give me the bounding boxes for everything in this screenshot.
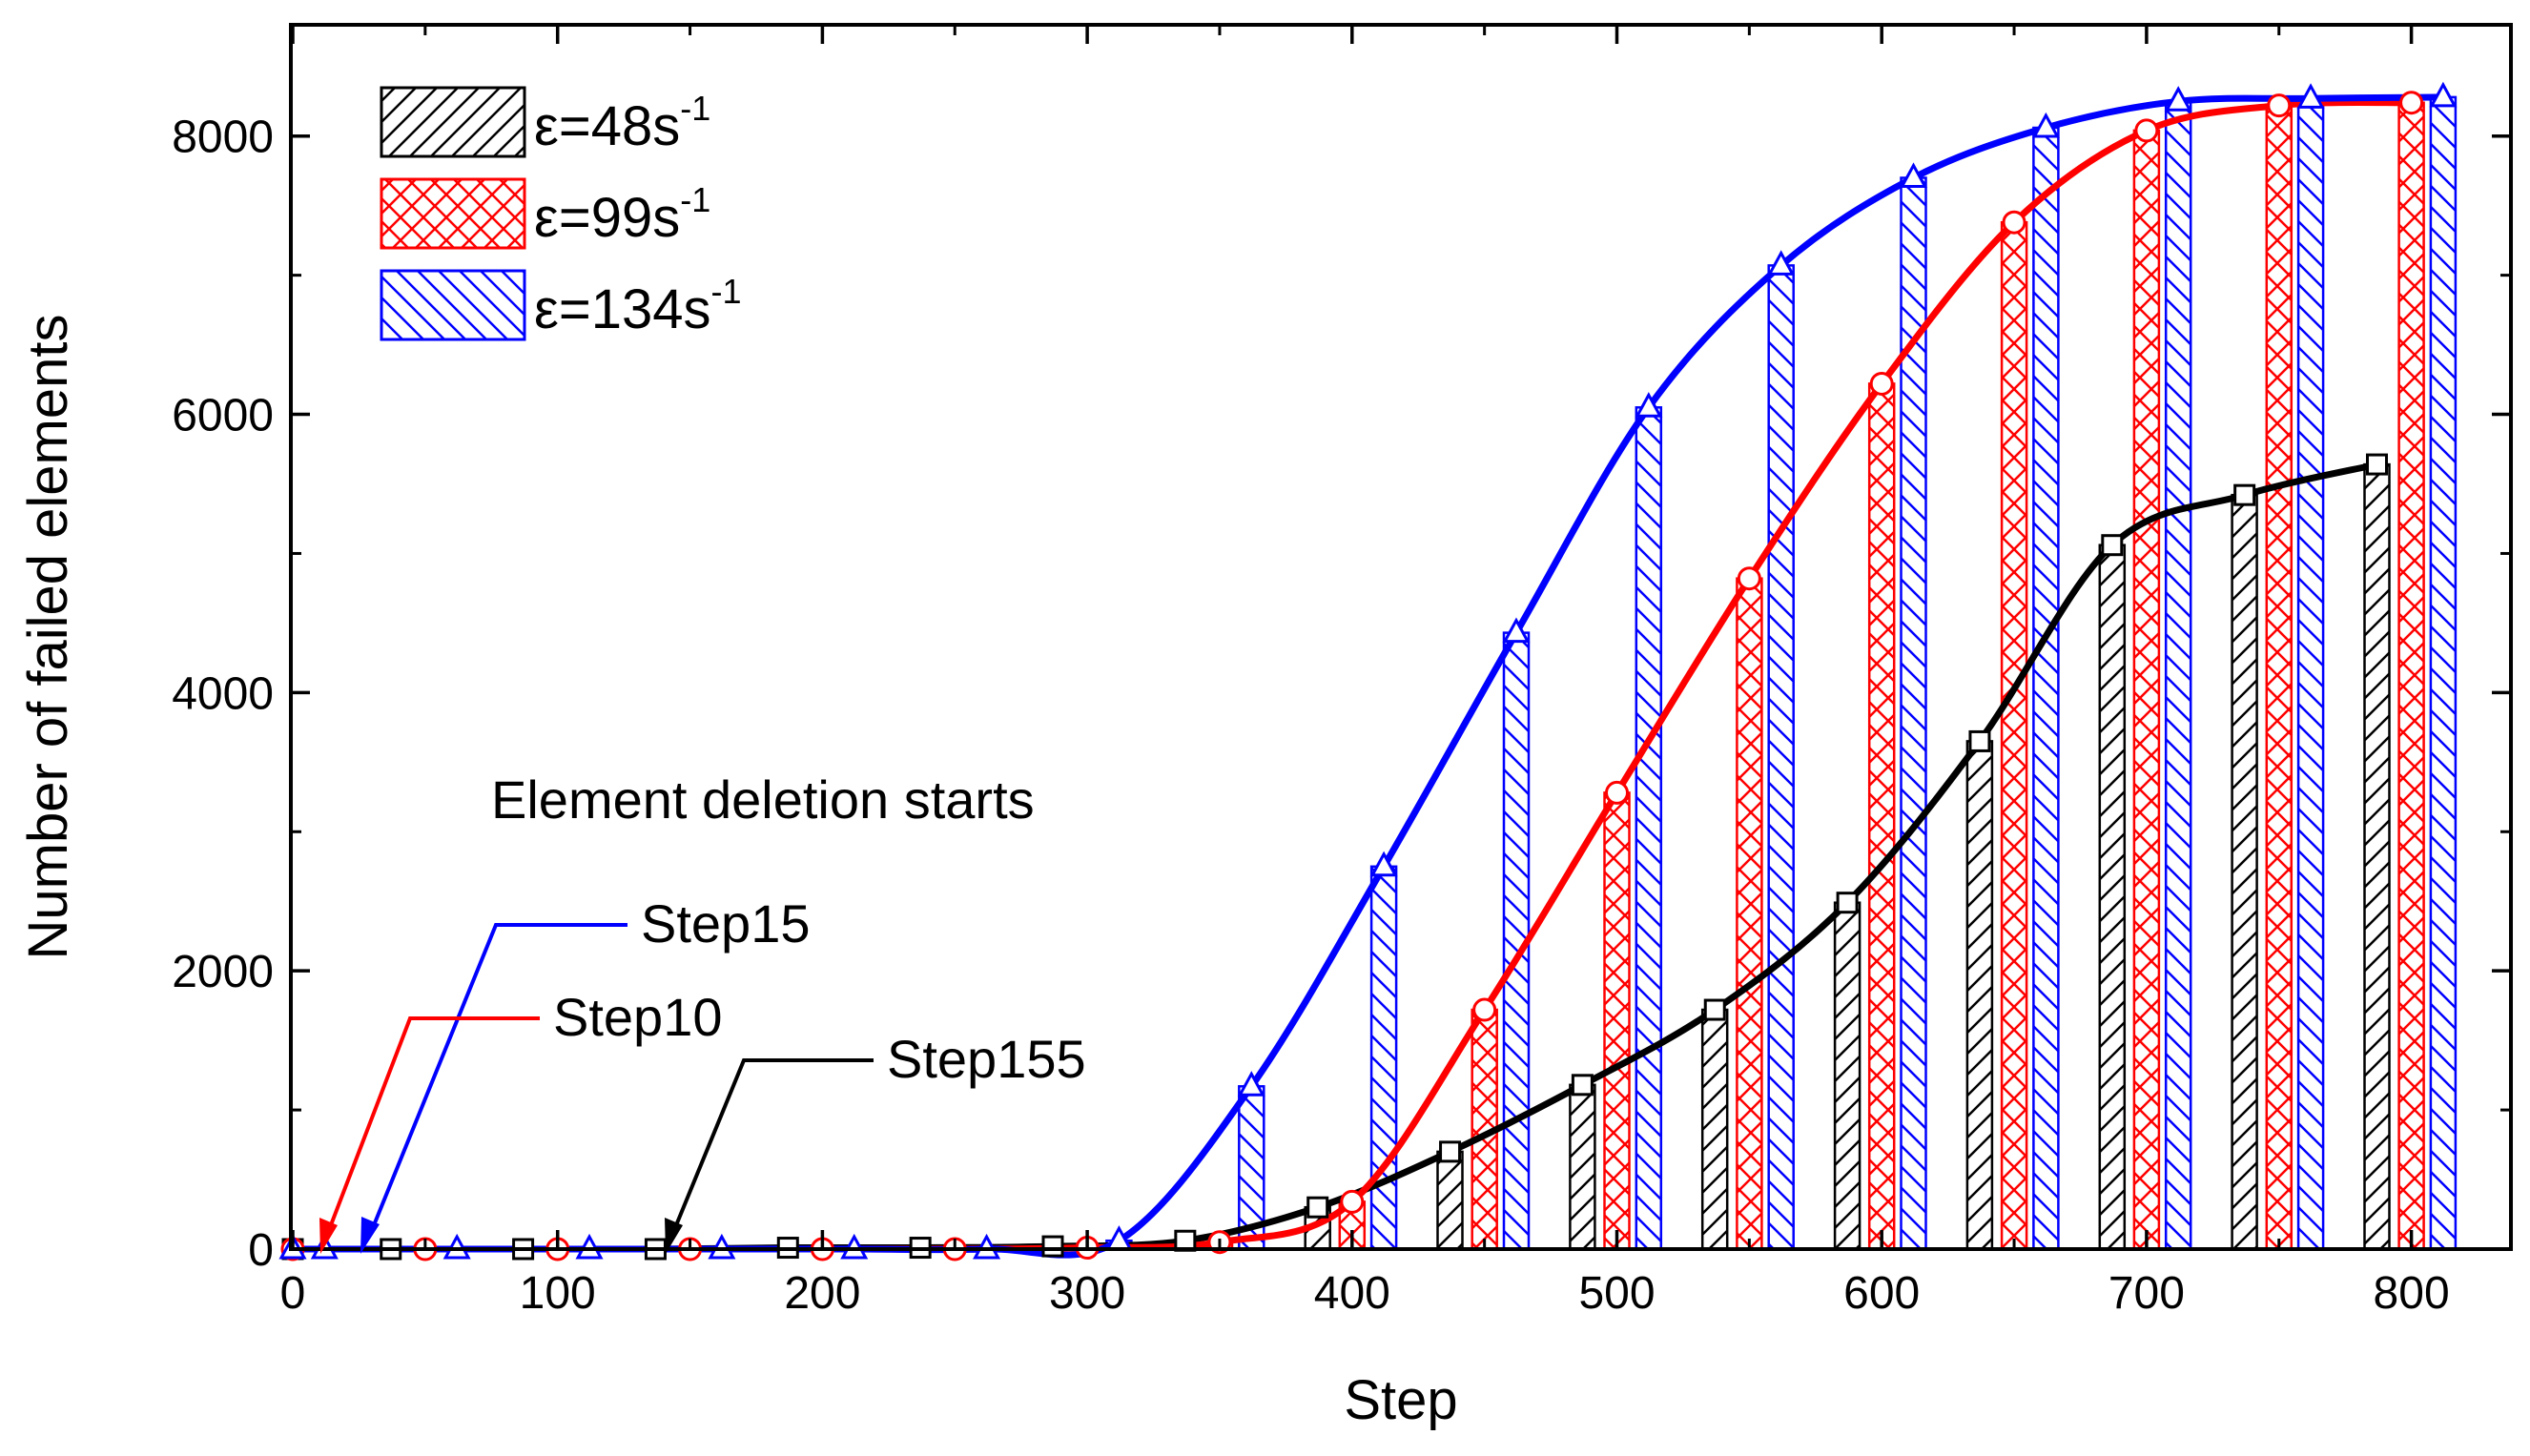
marker-2-16	[2296, 83, 2325, 109]
series-line-1	[293, 99, 2412, 1253]
marker-1-15	[2267, 93, 2292, 118]
series-line-0	[293, 461, 2378, 1253]
marker-1-13	[2002, 210, 2026, 235]
marker-2-14	[2031, 112, 2060, 138]
axes-layer: 0 100 200 300 400 500 600 700 800020004000600080…	[172, 25, 2511, 1319]
marker-0-15	[2233, 483, 2256, 506]
legend-label-99: ε=99s-1	[534, 180, 710, 249]
marker-2-12	[1767, 250, 1796, 276]
legend: ε=48s-1 ε=99s-1 ε=134s-1	[380, 86, 742, 341]
marker-2-8	[1237, 1071, 1265, 1097]
marker-2-9	[1369, 851, 1398, 877]
bar-1-14	[2132, 129, 2161, 1251]
bar-2-14	[2032, 126, 2060, 1251]
x-tick-label-0: 0	[280, 1268, 306, 1319]
plot-frame	[289, 23, 2513, 1251]
y-tick-label-2: 4000	[172, 668, 274, 719]
bar-2-9	[1369, 865, 1398, 1251]
marker-2-15	[2164, 86, 2192, 112]
bar-1-11	[1736, 577, 1763, 1251]
bar-1-10	[1603, 791, 1631, 1251]
y-tick-label-3: 6000	[172, 391, 274, 441]
bar-0-16	[2363, 462, 2391, 1251]
bar-0-11	[1700, 1008, 1729, 1251]
annotation-step155: Step155	[665, 1029, 1086, 1254]
x-axis-label: Step	[1344, 1369, 1457, 1431]
marker-0-14	[2101, 534, 2124, 557]
bar-2-17	[2429, 95, 2458, 1251]
annotation-step15-label: Step15	[641, 893, 811, 954]
marker-0-9	[1439, 1140, 1462, 1163]
annotation-step10-label: Step10	[553, 987, 723, 1047]
annotation-step10: Step10	[319, 987, 723, 1254]
markers-layer	[278, 81, 2458, 1261]
bar-0-9	[1436, 1150, 1464, 1251]
x-tick-label-7: 700	[2108, 1268, 2185, 1319]
bar-2-15	[2164, 100, 2192, 1251]
legend-swatch-134	[380, 269, 526, 341]
marker-0-10	[1571, 1074, 1594, 1097]
legend-label-134: ε=134s-1	[534, 272, 742, 340]
bar-1-12	[1867, 382, 1896, 1251]
x-tick-label-6: 600	[1843, 1268, 1920, 1319]
arrow-step10-line	[327, 1016, 540, 1231]
legend-label-48: ε=48s-1	[534, 89, 710, 157]
marker-0-11	[1703, 998, 1726, 1021]
bar-0-15	[2231, 493, 2258, 1251]
annotations: Element deletion starts Step15 Step10 St…	[319, 769, 1086, 1254]
x-tick-label-3: 300	[1049, 1268, 1125, 1319]
marker-0-12	[1836, 892, 1859, 914]
x-tick-label-8: 800	[2374, 1268, 2450, 1319]
legend-swatch-99	[380, 177, 526, 250]
marker-0-13	[1968, 729, 1991, 752]
legend-item-48: ε=48s-1	[380, 86, 710, 158]
bar-0-13	[1965, 740, 1994, 1251]
x-tick-label-5: 500	[1578, 1268, 1655, 1319]
marker-2-17	[2429, 81, 2458, 108]
legend-item-134: ε=134s-1	[380, 269, 742, 341]
arrow-step155-head	[665, 1218, 683, 1254]
legend-item-99: ε=99s-1	[380, 177, 710, 250]
y-tick-label-4: 8000	[172, 113, 274, 163]
bar-1-16	[2397, 101, 2425, 1251]
legend-swatch-48	[380, 86, 526, 158]
marker-1-10	[1605, 780, 1629, 805]
marker-2-10	[1502, 617, 1531, 644]
marker-1-12	[1869, 371, 1894, 396]
marker-0-6	[1041, 1235, 1064, 1258]
annotation-step155-label: Step155	[887, 1029, 1086, 1089]
marker-0-16	[2365, 453, 2388, 476]
y-axis-label: Number of failed elements	[17, 315, 79, 960]
bar-2-12	[1767, 264, 1795, 1251]
arrow-step15-head	[360, 1217, 380, 1254]
bar-1-15	[2265, 104, 2293, 1251]
marker-2-13	[1899, 162, 1928, 188]
x-tick-label-1: 100	[520, 1268, 596, 1319]
bar-0-12	[1833, 901, 1862, 1251]
arrow-step15-line	[370, 923, 627, 1231]
bar-2-16	[2296, 97, 2325, 1251]
y-tick-label-1: 2000	[172, 947, 274, 997]
marker-2-11	[1635, 392, 1663, 418]
bar-2-11	[1635, 406, 1663, 1251]
arrow-step155-line	[672, 1058, 874, 1231]
marker-0-8	[1306, 1196, 1329, 1219]
marker-1-16	[2399, 91, 2424, 115]
bar-0-10	[1569, 1083, 1596, 1251]
marker-1-14	[2134, 118, 2159, 143]
marker-1-11	[1737, 566, 1761, 591]
bar-1-13	[2000, 220, 2028, 1251]
annotation-heading: Element deletion starts	[491, 769, 1035, 830]
y-tick-label-0: 0	[248, 1225, 274, 1276]
marker-1-9	[1472, 997, 1497, 1022]
x-tick-label-2: 200	[784, 1268, 860, 1319]
x-tick-label-4: 400	[1314, 1268, 1390, 1319]
arrow-step10-head	[319, 1218, 338, 1254]
marker-1-8	[1340, 1189, 1365, 1214]
bar-0-14	[2098, 543, 2127, 1251]
annotation-step15: Step15	[360, 893, 811, 1254]
